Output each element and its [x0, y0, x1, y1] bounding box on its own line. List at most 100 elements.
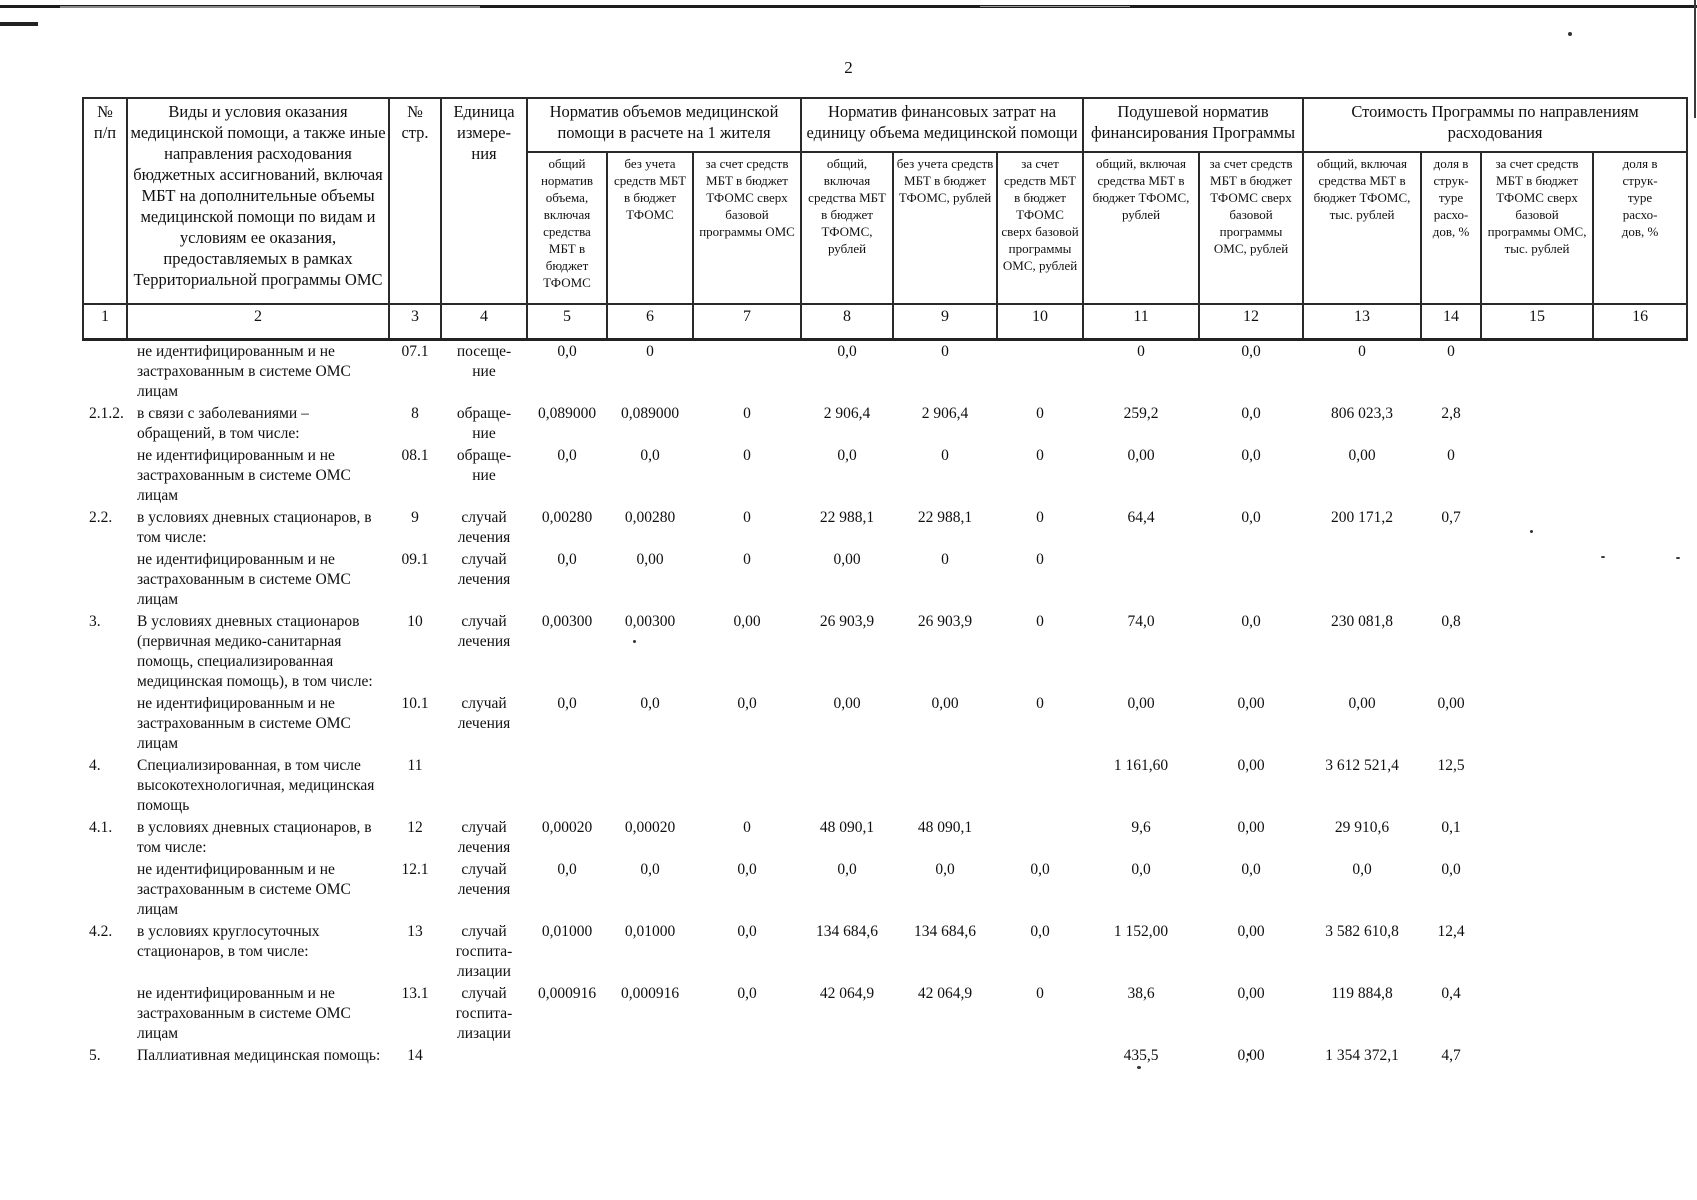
subheader-col7: за счет средств МБТ в бюджет ТФОМС сверх…: [691, 151, 803, 305]
cell-value: 0,0: [1030, 861, 1050, 878]
table-row: не идентифицированным и не застрахованны…: [83, 859, 1687, 921]
colnum-11: 11: [1082, 303, 1201, 341]
table-row: 4. Специализированная, в том числе высок…: [83, 755, 1687, 817]
cell-value: 0,00: [1127, 447, 1155, 464]
cell-value: 0,0: [737, 985, 757, 1002]
header-group-program-cost: Стоимость Программы по направлениям расх…: [1302, 97, 1689, 153]
cell-value: 0,000916: [620, 985, 680, 1002]
cell-value: 0,0: [640, 861, 660, 878]
cell-value: 0,089000: [620, 405, 680, 422]
cell-value: 435,5: [1123, 1047, 1159, 1064]
row-unit: случай лечения: [457, 695, 511, 732]
cell-value: [1481, 1045, 1593, 1067]
cell-value: 0,0: [557, 551, 577, 568]
subheader-col5: общий норматив объема, включая средства …: [526, 151, 608, 305]
row-unit: случай лечения: [457, 819, 511, 856]
cell-value: 0,089000: [537, 405, 597, 422]
cell-value: 806 023,3: [1331, 405, 1394, 422]
table-row: не идентифицированным и не застрахованны…: [83, 445, 1687, 507]
colnum-10: 10: [996, 303, 1085, 341]
cell-value: 2 906,4: [921, 405, 969, 422]
cell-value: 230 081,8: [1331, 613, 1394, 630]
header-col-num: № п/п: [82, 97, 128, 305]
cell-value: [997, 1045, 1083, 1067]
subheader-col10: за счет средств МБТ в бюджет ТФОМС сверх…: [996, 151, 1085, 305]
row-name: В условиях дневных стационаров (первична…: [137, 613, 373, 690]
cell-value: 38,6: [1127, 985, 1155, 1002]
cell-value: 3 612 521,4: [1325, 757, 1399, 774]
program-norms-table: № п/п Виды и условия оказания медицинско…: [82, 97, 1689, 1067]
cell-value: 1 354 372,1: [1325, 1047, 1399, 1064]
row-unit: случай госпита- лизации: [455, 923, 513, 980]
cell-value: 0,0: [557, 343, 577, 360]
cell-value: 0,0: [1131, 861, 1151, 878]
cell-value: [1481, 755, 1593, 817]
colnum-4: 4: [440, 303, 528, 341]
cell-value: 0,1: [1441, 819, 1461, 836]
row-index: 3.: [89, 613, 101, 630]
row-name: не идентифицированным и не застрахованны…: [137, 343, 351, 400]
cell-value: 0: [743, 405, 751, 422]
row-str: 13.1: [401, 985, 429, 1002]
colnum-1: 1: [82, 303, 128, 341]
row-str: 12: [407, 819, 423, 836]
cell-value: [1481, 611, 1593, 693]
cell-value: [1593, 817, 1687, 859]
row-unit: случай госпита- лизации: [455, 985, 513, 1042]
cell-value: 29 910,6: [1334, 819, 1390, 836]
cell-value: 0,00280: [624, 509, 676, 526]
cell-value: [1593, 340, 1687, 404]
row-name: не идентифицированным и не застрахованны…: [137, 695, 351, 752]
cell-value: [1303, 549, 1421, 611]
cell-value: 0,00: [1237, 985, 1265, 1002]
colnum-9: 9: [892, 303, 999, 341]
cell-value: [1481, 693, 1593, 755]
cell-value: [1199, 549, 1303, 611]
cell-value: [1083, 549, 1199, 611]
cell-value: [527, 1045, 607, 1067]
table-row: не идентифицированным и не застрахованны…: [83, 549, 1687, 611]
cell-value: 9,6: [1131, 819, 1151, 836]
cell-value: 12,5: [1437, 757, 1465, 774]
cell-value: [1593, 921, 1687, 983]
row-unit: [441, 755, 527, 817]
row-index: [83, 340, 127, 404]
cell-value: 0,01000: [624, 923, 676, 940]
row-str: 09.1: [401, 551, 429, 568]
cell-value: [527, 755, 607, 817]
cell-value: 0,8: [1441, 613, 1461, 630]
cell-value: 0: [1036, 695, 1044, 712]
cell-value: [893, 755, 997, 817]
row-index: 2.2.: [89, 509, 113, 526]
cell-value: [693, 340, 801, 404]
colnum-3: 3: [388, 303, 442, 341]
row-str: 14: [407, 1047, 423, 1064]
scan-speck: [1601, 556, 1605, 558]
cell-value: [1593, 549, 1687, 611]
row-unit: обраще- ние: [456, 447, 512, 484]
cell-value: 119 884,8: [1331, 985, 1393, 1002]
cell-value: 0,0: [1241, 343, 1261, 360]
cell-value: [1421, 549, 1481, 611]
cell-value: 0: [941, 551, 949, 568]
row-index: 5.: [89, 1047, 101, 1064]
cell-value: 12,4: [1437, 923, 1465, 940]
subheader-col11: общий, включая средства МБТ в бюджет ТФО…: [1082, 151, 1201, 305]
scan-speck: [633, 640, 636, 643]
row-str: 10: [407, 613, 423, 630]
cell-value: [693, 1045, 801, 1067]
cell-value: 0,0: [640, 695, 660, 712]
cell-value: 0,00: [636, 551, 664, 568]
cell-value: 74,0: [1127, 613, 1155, 630]
header-col-str: № стр.: [388, 97, 442, 305]
cell-value: [1593, 859, 1687, 921]
table-row: 4.2. в условиях круглосуточных стационар…: [83, 921, 1687, 983]
cell-value: 26 903,9: [917, 613, 973, 630]
cell-value: 0,0: [557, 695, 577, 712]
cell-value: [997, 817, 1083, 859]
cell-value: [1481, 340, 1593, 404]
table-row: 3. В условиях дневных стационаров (перви…: [83, 611, 1687, 693]
cell-value: 0,0: [557, 447, 577, 464]
row-name: Специализированная, в том числе высокоте…: [137, 757, 375, 814]
cell-value: 0,00: [1348, 447, 1376, 464]
